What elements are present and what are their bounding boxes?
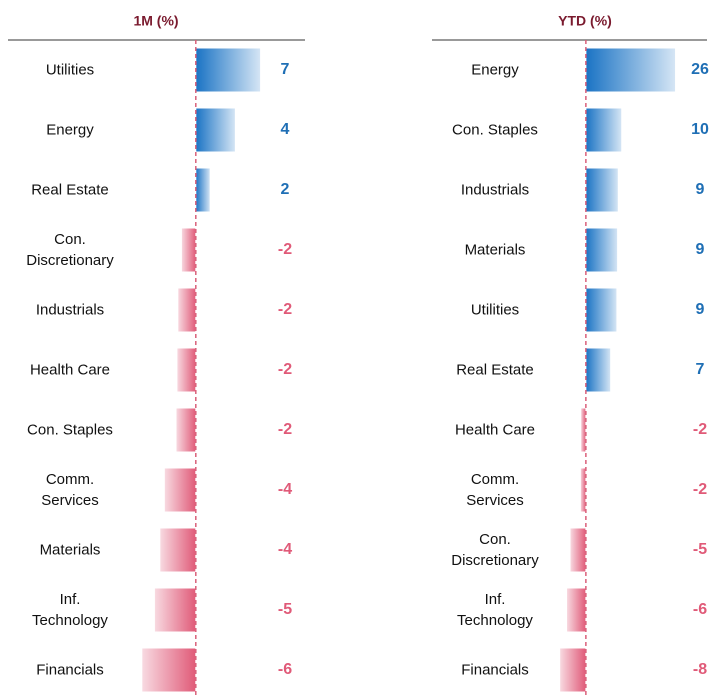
bar: [176, 347, 197, 393]
category-label: Materials: [39, 541, 101, 559]
category-label: Utilities: [45, 61, 95, 79]
category-label: Energy: [46, 121, 94, 139]
value-label: -2: [278, 361, 292, 378]
bar: [177, 287, 197, 333]
bar: [141, 647, 197, 693]
bar: [195, 47, 262, 93]
value-label: 9: [696, 301, 705, 318]
value-label: 9: [696, 241, 705, 258]
category-label: Real Estate: [456, 361, 534, 379]
bar: [159, 527, 197, 573]
value-label: 4: [281, 121, 290, 138]
value-label: -2: [278, 421, 292, 438]
bar: [175, 407, 197, 453]
category-label: Health Care: [454, 421, 536, 439]
bar: [585, 107, 623, 153]
category-label: Inf. Technology: [457, 591, 533, 629]
category-label: Industrials: [35, 301, 105, 319]
category-label: Comm. Services: [41, 471, 99, 509]
category-label: Financials: [461, 661, 529, 679]
category-label: Health Care: [29, 361, 111, 379]
category-label: Materials: [464, 241, 526, 259]
value-label: -2: [693, 421, 707, 438]
category-label: Con. Discretionary: [451, 531, 539, 569]
bar: [585, 287, 618, 333]
bar: [585, 347, 612, 393]
bar: [180, 227, 197, 273]
category-label: Industrials: [460, 181, 530, 199]
bar: [195, 107, 236, 153]
category-label: Comm. Services: [466, 471, 524, 509]
value-label: -4: [278, 481, 292, 498]
category-label: Con. Staples: [27, 421, 113, 439]
value-label: -2: [278, 241, 292, 258]
value-label: -2: [693, 481, 707, 498]
category-label: Energy: [471, 61, 519, 79]
bar: [153, 587, 197, 633]
bar: [585, 227, 619, 273]
category-label: Real Estate: [31, 181, 109, 199]
value-label: -8: [693, 661, 707, 678]
bar: [195, 167, 211, 213]
bar: [566, 587, 587, 633]
bar: [579, 467, 587, 513]
value-label: -5: [278, 601, 292, 618]
bar: [559, 647, 587, 693]
bar: [569, 527, 587, 573]
chart-title: 1M (%): [133, 13, 178, 29]
value-label: -6: [693, 601, 707, 618]
value-label: 2: [281, 181, 290, 198]
chart-title: YTD (%): [558, 13, 612, 29]
value-label: -6: [278, 661, 292, 678]
value-label: 7: [696, 361, 705, 378]
category-label: Financials: [36, 661, 104, 679]
category-label: Con. Discretionary: [26, 231, 114, 269]
value-label: 10: [691, 121, 709, 138]
bar: [163, 467, 197, 513]
value-label: 7: [281, 61, 290, 78]
bar: [585, 167, 619, 213]
category-label: Inf. Technology: [32, 591, 108, 629]
value-label: 26: [691, 61, 709, 78]
value-label: -2: [278, 301, 292, 318]
value-label: 9: [696, 181, 705, 198]
bar: [585, 47, 677, 93]
category-label: Utilities: [470, 301, 520, 319]
category-label: Con. Staples: [452, 121, 538, 139]
value-label: -4: [278, 541, 292, 558]
bar: [580, 407, 587, 453]
value-label: -5: [693, 541, 707, 558]
